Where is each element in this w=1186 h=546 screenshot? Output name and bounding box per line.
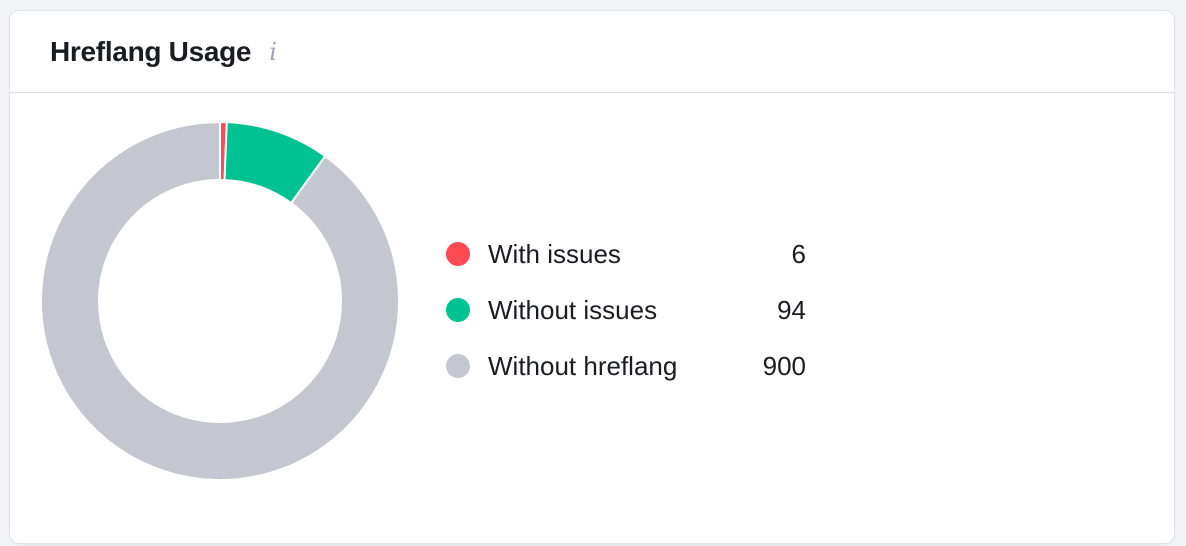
legend-label: With issues bbox=[488, 238, 621, 269]
legend-value: 900 bbox=[762, 350, 806, 381]
chart-legend: With issues 6 Without issues 94 Without … bbox=[446, 226, 806, 394]
legend-value: 6 bbox=[791, 238, 806, 269]
red-dot-icon bbox=[446, 242, 470, 266]
card-header: Hreflang Usage i bbox=[10, 11, 1174, 93]
legend-item-without-issues[interactable]: Without issues 94 bbox=[446, 282, 806, 338]
info-icon[interactable]: i bbox=[269, 37, 277, 66]
legend-item-with-issues[interactable]: With issues 6 bbox=[446, 226, 806, 282]
legend-label: Without hreflang bbox=[488, 350, 678, 381]
legend-label: Without issues bbox=[488, 294, 658, 325]
green-dot-icon bbox=[446, 298, 470, 322]
donut-segment-without-hreflang[interactable] bbox=[40, 121, 400, 481]
card-title: Hreflang Usage bbox=[50, 35, 252, 67]
legend-value: 94 bbox=[777, 294, 806, 325]
donut-chart bbox=[40, 121, 400, 481]
legend-item-without-hreflang[interactable]: Without hreflang 900 bbox=[446, 338, 806, 394]
gray-dot-icon bbox=[446, 354, 470, 378]
